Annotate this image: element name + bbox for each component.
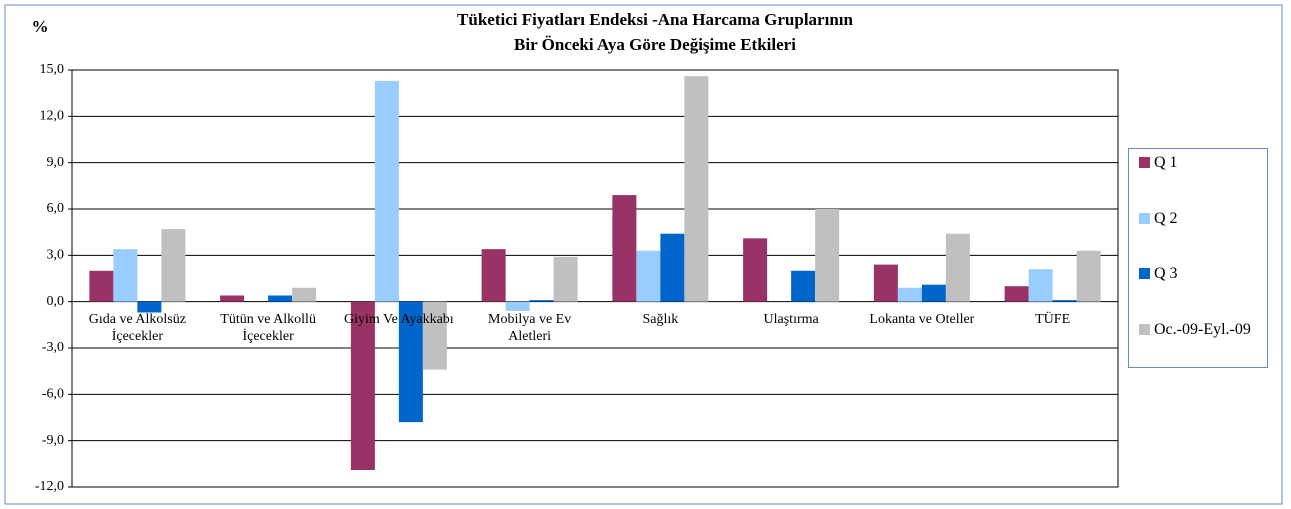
bar	[529, 300, 554, 302]
x-tick-label: Mobilya ve Ev Aletleri	[488, 311, 572, 344]
y-tick-label: 9,0	[47, 155, 65, 170]
bar	[815, 209, 840, 302]
legend-label: Q 3	[1154, 265, 1178, 282]
x-tick-label: Giyim Ve Ayakkabı	[344, 311, 454, 327]
y-tick-label: 15,0	[40, 62, 65, 77]
bar	[791, 270, 816, 302]
bar	[1004, 286, 1029, 302]
y-tick-label: -9,0	[42, 433, 64, 448]
y-label: %	[32, 17, 49, 36]
legend-label: Q 2	[1154, 209, 1178, 227]
bar	[137, 301, 162, 313]
y-tick-label: -12,0	[35, 479, 64, 494]
bar	[660, 233, 685, 302]
bar	[921, 284, 946, 302]
x-tick-label: TÜFE	[1035, 311, 1071, 327]
bar	[350, 301, 375, 471]
legend-item: Oc.-09-Eyl.-09	[1139, 321, 1264, 339]
legend-item: Q 2	[1139, 210, 1264, 228]
chart-title: Bir Önceki Aya Göre Değişime Etkileri	[514, 35, 796, 54]
bar	[481, 249, 506, 302]
frame	[4, 4, 1283, 505]
bar	[374, 80, 399, 302]
legend-label: Oc.-09-Eyl.-09	[1154, 320, 1251, 338]
y-tick-label: 6,0	[47, 201, 65, 216]
bar	[945, 233, 970, 302]
legend-swatch	[1139, 157, 1150, 168]
bar	[89, 270, 114, 302]
bar	[1028, 269, 1053, 302]
legend: Q 1 Q 2 Q 3 Oc.-09-Eyl.-09	[1128, 148, 1268, 368]
legend-swatch	[1139, 323, 1150, 335]
bar	[684, 76, 709, 302]
bar	[1052, 300, 1077, 302]
bar	[1076, 250, 1101, 302]
x-tick-label: Gıda ve Alkolsüz İçecekler	[88, 311, 186, 344]
chart-title: Tüketici Fiyatları Endeksi -Ana Harcama …	[457, 10, 853, 29]
legend-item: Q 1	[1139, 154, 1264, 172]
legend-swatch	[1139, 268, 1150, 279]
bar	[161, 229, 186, 302]
y-tick-label: 3,0	[47, 248, 65, 263]
legend-item: Q 3	[1139, 265, 1264, 283]
bar	[113, 249, 138, 302]
bar	[292, 287, 317, 302]
bar	[398, 301, 423, 423]
bar	[743, 238, 768, 302]
x-tick-label: Lokanta ve Oteller	[869, 311, 975, 327]
y-tick-label: -6,0	[42, 387, 64, 402]
x-tick-label: Ulaştırma	[763, 311, 819, 327]
y-tick-label: 12,0	[40, 109, 65, 124]
legend-label: Q 1	[1154, 154, 1178, 171]
x-tick-label: Sağlık	[642, 311, 679, 327]
y-tick-label: 0,0	[47, 294, 65, 309]
bar	[873, 264, 898, 302]
bar	[505, 301, 530, 311]
legend-swatch	[1139, 212, 1150, 224]
bar	[636, 250, 661, 302]
x-tick-label: Tütün ve Alkollü İçecekler	[220, 311, 316, 344]
bar	[897, 287, 922, 302]
bar	[220, 295, 245, 302]
y-tick-label: -3,0	[42, 340, 64, 355]
bar	[268, 295, 293, 302]
bar	[422, 301, 447, 370]
bar	[612, 195, 637, 302]
bar	[553, 256, 578, 302]
